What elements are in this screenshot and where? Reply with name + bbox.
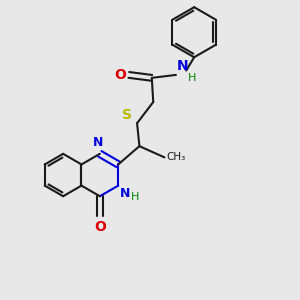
Text: CH₃: CH₃ (166, 152, 185, 162)
Text: O: O (115, 68, 127, 82)
Text: H: H (188, 73, 197, 83)
Text: O: O (94, 220, 106, 234)
Text: H: H (130, 192, 139, 202)
Text: N: N (93, 136, 103, 148)
Text: N: N (120, 187, 130, 200)
Text: S: S (122, 108, 132, 122)
Text: N: N (177, 58, 189, 73)
